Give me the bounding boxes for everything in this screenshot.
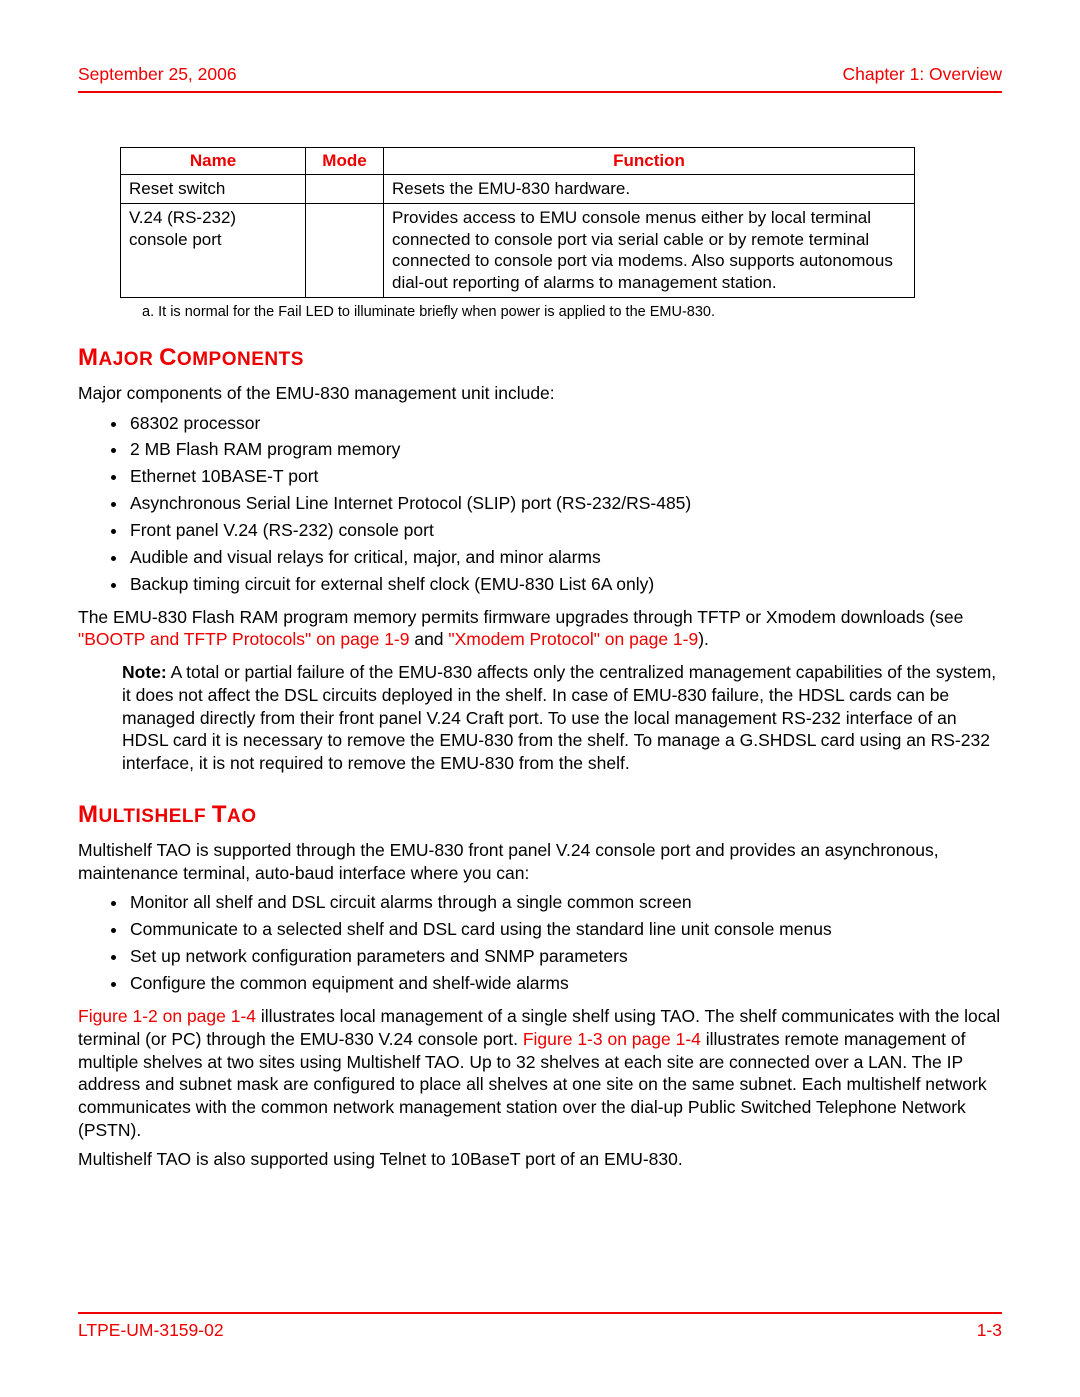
cell-name: Reset switch [121, 175, 306, 204]
section-heading-major-components: MAJOR COMPONENTS [78, 344, 1002, 372]
note-body: A total or partial failure of the EMU-83… [122, 662, 996, 773]
section-heading-multishelf-tao: MULTISHELF TAO [78, 801, 1002, 829]
note-label: Note: [122, 662, 167, 682]
col-header-function: Function [384, 148, 915, 175]
col-header-name: Name [121, 148, 306, 175]
document-page: September 25, 2006 Chapter 1: Overview N… [0, 0, 1080, 1397]
cell-mode [306, 175, 384, 204]
link-xmodem[interactable]: "Xmodem Protocol" on page 1-9 [448, 629, 698, 649]
link-figure-1-2[interactable]: Figure 1-2 on page 1-4 [78, 1006, 256, 1026]
cell-function: Resets the EMU-830 hardware. [384, 175, 915, 204]
table-row: Reset switch Resets the EMU-830 hardware… [121, 175, 915, 204]
page-footer: LTPE-UM-3159-02 1-3 [78, 1312, 1002, 1341]
header-date: September 25, 2006 [78, 64, 237, 85]
cell-mode [306, 203, 384, 297]
link-figure-1-3[interactable]: Figure 1-3 on page 1-4 [523, 1029, 701, 1049]
list-item: Asynchronous Serial Line Internet Protoc… [128, 491, 1002, 517]
list-item: Front panel V.24 (RS-232) console port [128, 518, 1002, 544]
list-item: Communicate to a selected shelf and DSL … [128, 917, 1002, 943]
spec-table: Name Mode Function Reset switch Resets t… [120, 147, 915, 298]
page-header: September 25, 2006 Chapter 1: Overview [78, 64, 1002, 93]
list-item: Audible and visual relays for critical, … [128, 545, 1002, 571]
section2-para3: Multishelf TAO is also supported using T… [78, 1148, 1002, 1171]
section2-para2: Figure 1-2 on page 1-4 illustrates local… [78, 1005, 1002, 1142]
section1-intro: Major components of the EMU-830 manageme… [78, 382, 1002, 405]
section1-bullets: 68302 processor 2 MB Flash RAM program m… [78, 411, 1002, 598]
section2-intro: Multishelf TAO is supported through the … [78, 839, 1002, 885]
footer-doc-id: LTPE-UM-3159-02 [78, 1320, 224, 1341]
list-item: 2 MB Flash RAM program memory [128, 437, 1002, 463]
cell-function: Provides access to EMU console menus eit… [384, 203, 915, 297]
list-item: Ethernet 10BASE-T port [128, 464, 1002, 490]
section2-bullets: Monitor all shelf and DSL circuit alarms… [78, 890, 1002, 997]
list-item: 68302 processor [128, 411, 1002, 437]
table-row: V.24 (RS-232) console port Provides acce… [121, 203, 915, 297]
header-chapter: Chapter 1: Overview [842, 64, 1002, 85]
list-item: Monitor all shelf and DSL circuit alarms… [128, 890, 1002, 916]
list-item: Configure the common equipment and shelf… [128, 971, 1002, 997]
link-bootp-tftp[interactable]: "BOOTP and TFTP Protocols" on page 1-9 [78, 629, 409, 649]
section1-para2: The EMU-830 Flash RAM program memory per… [78, 606, 1002, 652]
list-item: Backup timing circuit for external shelf… [128, 572, 1002, 598]
note-block: Note: A total or partial failure of the … [122, 661, 1002, 775]
cell-name: V.24 (RS-232) console port [121, 203, 306, 297]
list-item: Set up network configuration parameters … [128, 944, 1002, 970]
table-footnote: a. It is normal for the Fail LED to illu… [142, 304, 1002, 320]
footer-page-number: 1-3 [977, 1320, 1002, 1341]
col-header-mode: Mode [306, 148, 384, 175]
table-header-row: Name Mode Function [121, 148, 915, 175]
